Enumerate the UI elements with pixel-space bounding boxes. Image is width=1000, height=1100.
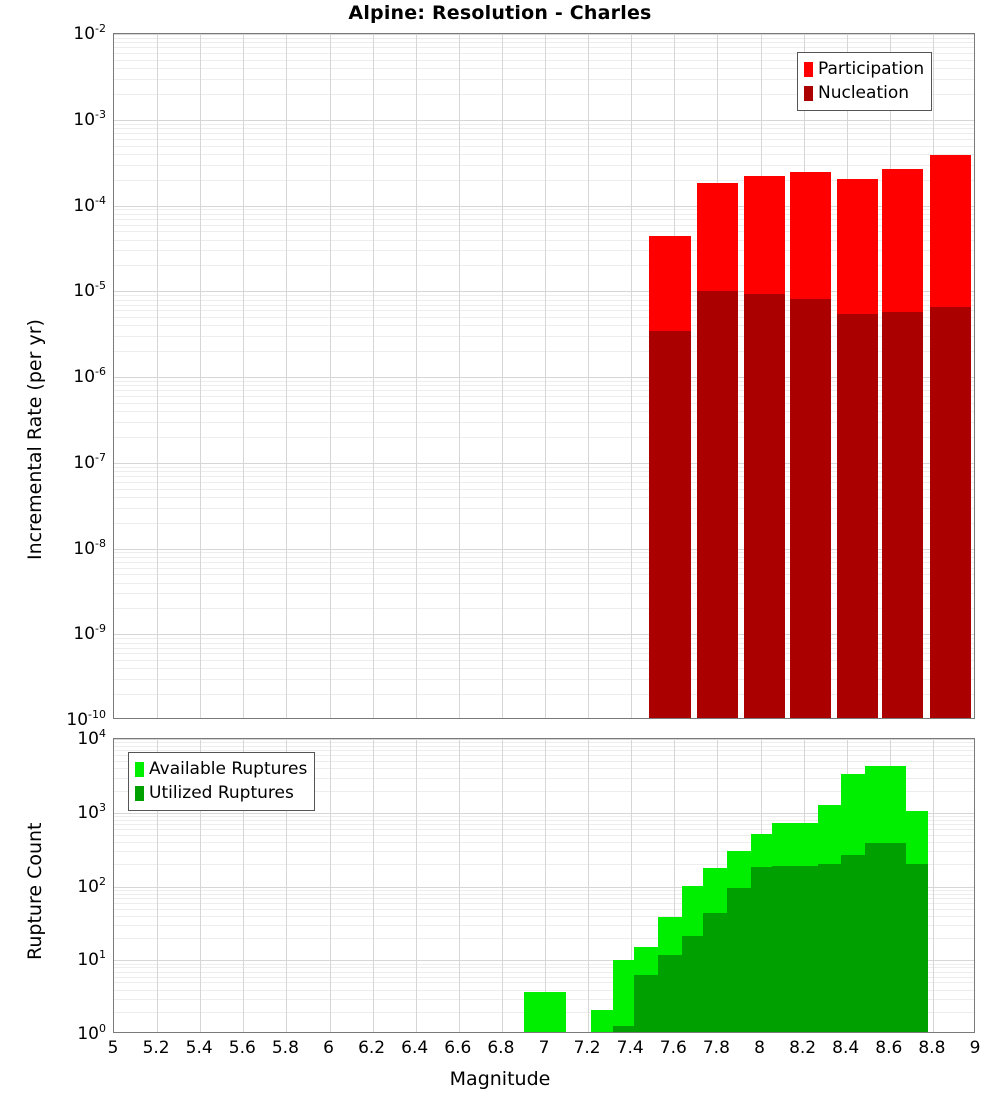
y-tick-label: 10-9 (40, 622, 106, 644)
y-tick-label: 10-8 (40, 537, 106, 559)
y-tick-label: 10-6 (40, 365, 106, 387)
x-tick-label: 5.4 (186, 1038, 213, 1058)
x-tick-label: 8 (754, 1038, 765, 1058)
gridline-vertical (416, 739, 417, 1032)
x-tick-label: 7 (539, 1038, 550, 1058)
legend-label: Participation (818, 61, 924, 78)
y-tick-label: 10-2 (40, 22, 106, 44)
legend-item: Participation (804, 57, 924, 81)
bar (882, 312, 923, 718)
y-tick-label: 100 (40, 1022, 106, 1044)
gridline-vertical (373, 34, 374, 718)
gridline-vertical (545, 34, 546, 718)
gridline-vertical (459, 34, 460, 718)
legend-item: Utilized Ruptures (135, 781, 307, 805)
x-tick-label: 8.6 (875, 1038, 902, 1058)
bar (697, 291, 738, 718)
gridline-vertical (933, 739, 934, 1032)
legend-swatch-icon (135, 762, 144, 777)
y-axis-label-top: Incremental Rate (per yr) (24, 319, 46, 560)
incremental-rate-plot (113, 33, 975, 719)
x-tick-label: 7.8 (703, 1038, 730, 1058)
gridline-vertical (502, 739, 503, 1032)
gridline-vertical (588, 739, 589, 1032)
bar (886, 864, 927, 1032)
gridline-vertical (373, 739, 374, 1032)
legend-swatch-icon (804, 62, 813, 77)
y-tick-label: 10-3 (40, 108, 106, 130)
x-tick-label: 6.8 (487, 1038, 514, 1058)
legend-label: Utilized Ruptures (149, 785, 294, 802)
legend-swatch-icon (135, 786, 144, 801)
legend-rupture-count: Available Ruptures Utilized Ruptures (128, 752, 315, 811)
legend-item: Available Ruptures (135, 757, 307, 781)
x-axis-label: Magnitude (0, 1068, 1000, 1090)
gridline-vertical (200, 34, 201, 718)
x-tick-label: 6.6 (444, 1038, 471, 1058)
x-tick-label: 9 (970, 1038, 981, 1058)
gridline-vertical (631, 34, 632, 718)
gridline-vertical (502, 34, 503, 718)
bar (930, 307, 971, 718)
x-tick-label: 8.2 (789, 1038, 816, 1058)
y-tick-label: 10-7 (40, 451, 106, 473)
legend-incremental-rate: Participation Nucleation (797, 52, 932, 111)
x-tick-label: 5.8 (272, 1038, 299, 1058)
x-tick-label: 6 (323, 1038, 334, 1058)
x-tick-label: 6.2 (358, 1038, 385, 1058)
x-tick-label: 7.4 (617, 1038, 644, 1058)
bar (744, 294, 785, 718)
legend-item: Nucleation (804, 81, 924, 105)
gridline-vertical (330, 739, 331, 1032)
x-tick-label: 5.2 (143, 1038, 170, 1058)
gridline-vertical (157, 34, 158, 718)
y-tick-label: 10-5 (40, 279, 106, 301)
x-tick-label: 7.2 (574, 1038, 601, 1058)
x-tick-label: 8.8 (918, 1038, 945, 1058)
bar (524, 992, 565, 1032)
gridline-vertical (459, 739, 460, 1032)
x-tick-label: 5 (108, 1038, 119, 1058)
gridline-vertical (588, 34, 589, 718)
gridline-vertical (545, 739, 546, 1032)
gridline-vertical (286, 34, 287, 718)
y-tick-label: 10-4 (40, 194, 106, 216)
y-tick-label: 101 (40, 948, 106, 970)
gridline-vertical (330, 34, 331, 718)
bar (837, 314, 878, 718)
x-tick-label: 5.6 (229, 1038, 256, 1058)
gridline-vertical (243, 34, 244, 718)
x-tick-label: 7.6 (660, 1038, 687, 1058)
bar (790, 299, 831, 718)
x-tick-label: 6.4 (401, 1038, 428, 1058)
x-tick-label: 8.4 (832, 1038, 859, 1058)
bar (649, 331, 690, 718)
page-title: Alpine: Resolution - Charles (0, 2, 1000, 24)
legend-label: Nucleation (818, 85, 909, 102)
y-tick-label: 102 (40, 875, 106, 897)
y-tick-label: 104 (40, 727, 106, 749)
y-tick-label: 103 (40, 801, 106, 823)
legend-swatch-icon (804, 86, 813, 101)
gridline-vertical (416, 34, 417, 718)
legend-label: Available Ruptures (149, 761, 307, 778)
